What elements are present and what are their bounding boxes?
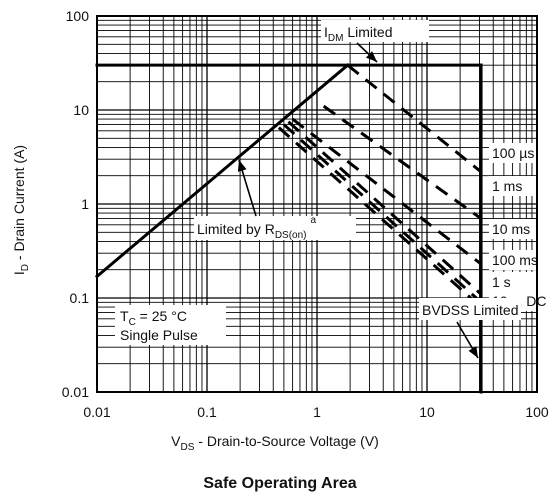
y-tick-label: 1: [81, 196, 89, 212]
tc-label: TC = 25 °C: [120, 308, 187, 328]
single-pulse-label: Single Pulse: [120, 327, 198, 343]
pulse-label-bg: [489, 176, 547, 196]
pulse-label: 1 s: [492, 274, 511, 290]
pulse-label: 10 ms: [492, 221, 530, 237]
pulse-line: [291, 117, 482, 266]
y-tick-label: 0.1: [70, 290, 90, 306]
chart-title: Safe Operating Area: [203, 475, 356, 492]
pulse-label-bg: [489, 272, 547, 292]
conditions-bg: [115, 305, 226, 345]
pulse-label-bg: [489, 219, 547, 239]
y-tick-label: 10: [73, 102, 89, 118]
grid: [96, 16, 537, 393]
idm-arrow: [356, 42, 378, 63]
bvdss-label-bg: [419, 298, 521, 320]
pulse-label: 1 ms: [492, 178, 522, 194]
bvdss-arrow: [456, 321, 479, 359]
pulse-label: 100 µs: [492, 145, 534, 161]
x-tick-label: 10: [419, 404, 435, 420]
y-tick-label: 100: [66, 8, 90, 24]
curves: [94, 63, 483, 394]
rds-on-limit-line: [94, 63, 350, 279]
rds-arrow: [237, 159, 257, 217]
idm-label-bg: [321, 20, 429, 42]
rds-limited-label: Limited by RDS(on)a: [197, 215, 317, 241]
x-tick-label: 1: [313, 404, 321, 420]
x-tick-label: 0.01: [83, 404, 110, 420]
y-tick-label: 0.01: [62, 384, 89, 400]
bvdss-limited-label: BVDSS Limited: [422, 302, 518, 318]
y-axis-label: ID - Drain Current (A): [11, 145, 31, 275]
x-tick-label: 100: [525, 404, 549, 420]
x-axis-label: VDS - Drain-to-Source Voltage (V): [171, 433, 379, 453]
x-tick-label: 0.1: [197, 404, 217, 420]
pulse-label-bg: [489, 143, 547, 163]
pulse-line: [287, 120, 483, 296]
rds-label-bg: [194, 216, 356, 240]
idm-limited-label: IDM Limited: [324, 24, 392, 44]
pulse-label-bg: [489, 250, 547, 270]
pulse-label: 100 ms: [492, 252, 538, 268]
pulse-line: [322, 104, 482, 220]
tick-labels: 0.01 0.1 1 10 100 0.01 0.1 1 10 100: [62, 8, 549, 420]
plot-frame: [96, 15, 538, 393]
pulse-line: [346, 63, 482, 173]
